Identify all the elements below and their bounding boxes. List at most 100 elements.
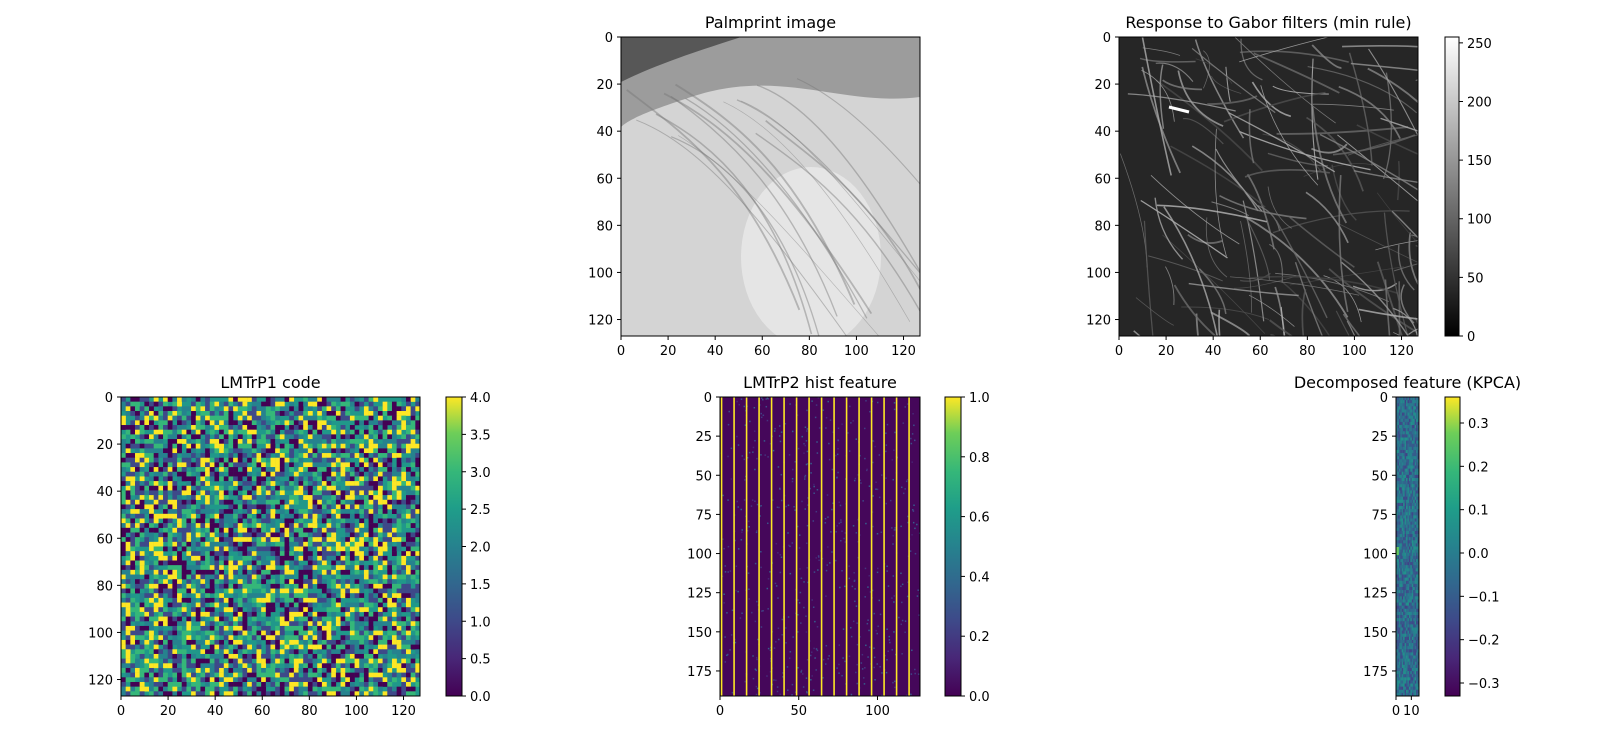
x-tick-label: 60	[754, 344, 771, 359]
colorbar-tick-label: −0.1	[1468, 590, 1500, 605]
colorbar-tick-label: 200	[1467, 95, 1492, 110]
x-tick-label: 0	[1392, 704, 1400, 719]
y-tick-label: 50	[1371, 469, 1388, 484]
y-tick-label: 100	[88, 626, 113, 641]
y-tick-label: 0	[105, 391, 113, 406]
y-tick-label: 25	[1371, 430, 1388, 445]
image-4	[720, 397, 920, 696]
y-tick-label: 0	[1380, 391, 1388, 406]
y-tick-label: 120	[88, 674, 113, 689]
colorbar-tick-label: 1.5	[470, 578, 491, 593]
axes-frame	[620, 36, 921, 337]
colorbar-tick-label: 0.0	[470, 690, 491, 705]
y-tick-label: 125	[687, 587, 712, 602]
subplot-2: Response to Gabor filters (min rule) 0 20 4…	[1086, 13, 1492, 359]
y-tick-label: 40	[96, 485, 113, 500]
y-tick-label: 100	[588, 266, 613, 281]
subplot-5: Decomposed feature (KPCA)0 10025507510012…	[1294, 373, 1521, 719]
y-tick-label: 60	[596, 172, 613, 187]
y-tick-label: 20	[1094, 78, 1111, 93]
colorbar-tick-label: 0.3	[1468, 417, 1489, 432]
hist-column	[858, 397, 860, 696]
colorbar-tick-label: −0.2	[1468, 634, 1500, 649]
axes-frame	[120, 396, 421, 697]
colorbar-tick-label: 50	[1467, 271, 1484, 286]
y-tick-label: 0	[1103, 31, 1111, 46]
colorbar: −0.3 −0.2 −0.1 0.0 0.1 0.2 0.3	[1444, 396, 1500, 697]
y-tick-label: 125	[1363, 587, 1388, 602]
y-tick-label: 150	[1363, 626, 1388, 641]
hist-column	[845, 397, 848, 696]
colorbar-tick-label: 100	[1467, 213, 1492, 228]
colorbar: 0.0 0.5 1.0 1.5 2.0 2.5 3.0 3.5 4.0	[445, 391, 491, 705]
y-tick-label: 100	[1363, 548, 1388, 563]
x-tick-label: 80	[1299, 344, 1316, 359]
colorbar-tick-label: 0.4	[969, 570, 990, 585]
subplot-title: LMTrP2 hist feature	[743, 373, 897, 392]
x-tick-label: 60	[254, 704, 271, 719]
image-5	[1396, 397, 1419, 696]
x-tick-label: 20	[160, 704, 177, 719]
hist-column	[720, 397, 723, 696]
y-tick-label: 60	[1094, 172, 1111, 187]
axes-frame	[719, 396, 921, 697]
y-tick-label: 60	[96, 532, 113, 547]
hist-column	[833, 397, 835, 696]
x-tick-label: 20	[1158, 344, 1175, 359]
colorbar-tick-label: 0.5	[470, 653, 491, 668]
y-tick-label: 100	[1086, 266, 1111, 281]
x-tick-label: 0	[1115, 344, 1123, 359]
x-tick-label: 0	[617, 344, 625, 359]
y-tick-label: 175	[687, 665, 712, 680]
x-tick-label: 50	[790, 704, 807, 719]
x-tick-label: 80	[801, 344, 818, 359]
hist-column	[908, 397, 910, 696]
colorbar-tick-label: −0.3	[1468, 677, 1500, 692]
y-tick-label: 0	[605, 31, 613, 46]
subplot-title: Decomposed feature (KPCA)	[1294, 373, 1521, 392]
hist-column	[770, 397, 773, 696]
y-tick-label: 75	[1371, 508, 1388, 523]
hist-column	[895, 397, 898, 696]
axes-frame	[1395, 396, 1420, 697]
y-tick-label: 175	[1363, 665, 1388, 680]
x-tick-label: 0	[117, 704, 125, 719]
x-tick-label: 20	[660, 344, 677, 359]
y-tick-label: 80	[596, 219, 613, 234]
colorbar-tick-label: 1.0	[470, 615, 491, 630]
x-tick-label: 100	[1342, 344, 1367, 359]
y-tick-label: 20	[96, 438, 113, 453]
y-tick-label: 75	[695, 508, 712, 523]
colorbar-tick-label: 0.1	[1468, 504, 1489, 519]
colorbar-frame	[1444, 396, 1461, 697]
colorbar-tick-label: 0.2	[969, 630, 990, 645]
colorbar: 0 50 100 150 200 250	[1444, 36, 1492, 345]
image-2	[1119, 37, 1418, 336]
x-tick-label: 120	[391, 704, 416, 719]
x-tick-label: 80	[301, 704, 318, 719]
hist-column	[745, 397, 748, 696]
x-tick-label: 0	[716, 704, 724, 719]
hist-column	[808, 397, 810, 696]
y-tick-label: 25	[695, 430, 712, 445]
hist-column	[870, 397, 873, 696]
colorbar-tick-label: 0.0	[969, 690, 990, 705]
y-tick-label: 80	[1094, 219, 1111, 234]
y-tick-label: 40	[596, 125, 613, 140]
x-tick-label: 40	[207, 704, 224, 719]
colorbar-frame	[1444, 36, 1460, 337]
colorbar-tick-label: 0.6	[969, 511, 990, 526]
colorbar-tick-label: 3.0	[470, 466, 491, 481]
x-tick-label: 120	[891, 344, 916, 359]
y-tick-label: 40	[1094, 125, 1111, 140]
x-tick-label: 40	[1205, 344, 1222, 359]
x-tick-label: 100	[865, 704, 890, 719]
hist-column	[820, 397, 823, 696]
hist-column	[883, 397, 885, 696]
subplot-4: LMTrP2 hist feature 0 50 100 0 25 50 75 100 125 15…	[687, 373, 990, 719]
axes-frame	[1118, 36, 1419, 337]
subplot-title: Palmprint image	[705, 13, 836, 32]
colorbar-tick-label: 2.5	[470, 503, 491, 518]
colorbar-tick-label: 2.0	[470, 541, 491, 556]
